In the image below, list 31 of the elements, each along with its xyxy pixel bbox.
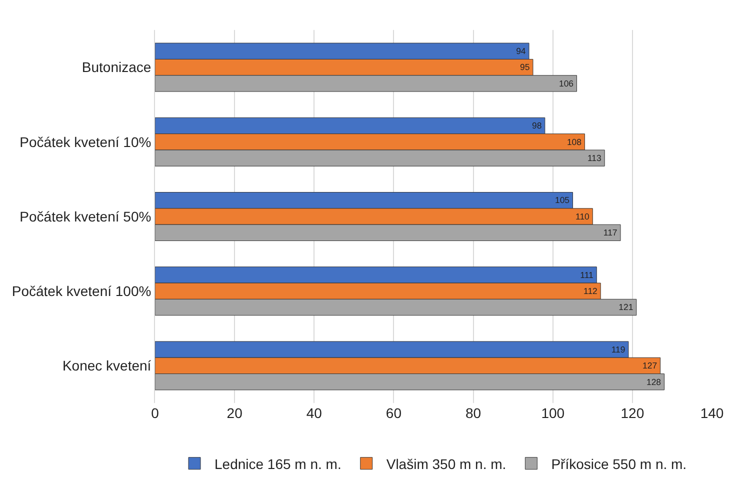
data-label: 105 [555, 195, 570, 206]
data-label: 113 [587, 152, 602, 163]
x-tick-label: 140 [700, 405, 724, 421]
data-label: 112 [583, 286, 598, 296]
data-label: 98 [532, 120, 542, 131]
legend-label: Vlašim 350 m n. m. [386, 456, 506, 472]
data-label: 128 [646, 376, 662, 387]
x-tick-label: 60 [386, 405, 402, 421]
data-label: 127 [642, 360, 658, 371]
data-label: 95 [520, 62, 530, 72]
x-tick-label: 40 [306, 405, 322, 421]
y-tick-label: Butonizace [82, 59, 152, 76]
data-label: 108 [566, 136, 582, 147]
legend-label: Příkosice 550 m n. m. [551, 456, 687, 472]
legend-label: Lednice 165 m n. m. [214, 456, 342, 472]
data-label: 106 [558, 78, 574, 88]
y-tick-label: Počátek kvetení 100% [12, 283, 152, 299]
data-label: 111 [580, 270, 594, 280]
x-tick-label: 80 [466, 405, 482, 421]
x-tick-label: 100 [541, 405, 565, 421]
x-tick-label: 20 [226, 405, 243, 421]
y-tick-label: Počátek kvetení 10% [20, 134, 152, 150]
y-tick-label: Konec kvetení [62, 358, 152, 374]
y-tick-label: Počátek kvetení 50% [20, 208, 152, 224]
data-label: 119 [611, 344, 626, 354]
x-tick-label: 120 [620, 405, 644, 421]
x-tick-label: 0 [151, 405, 160, 421]
data-label: 117 [603, 228, 618, 238]
data-label: 110 [576, 211, 590, 222]
data-label: 121 [618, 302, 634, 312]
data-label: 94 [516, 46, 526, 56]
